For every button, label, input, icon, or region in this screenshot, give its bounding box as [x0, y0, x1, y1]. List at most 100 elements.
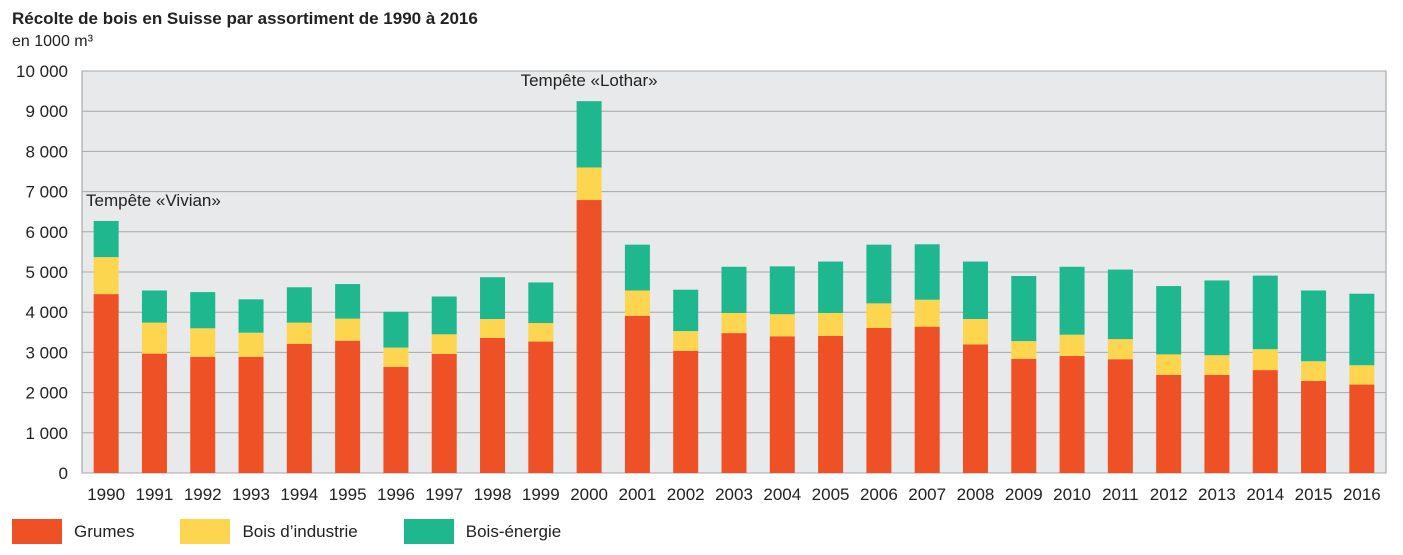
- bar-segment: [1059, 266, 1085, 335]
- x-tick-label: 2007: [908, 485, 946, 504]
- bar-segment: [769, 314, 795, 337]
- x-tick-label: 2012: [1150, 485, 1188, 504]
- annotations: Tempête «Vivian» Tempête «Lothar»: [86, 71, 658, 210]
- x-tick-label: 1991: [136, 485, 174, 504]
- bar-segment: [480, 277, 506, 320]
- bar-segment: [721, 266, 747, 314]
- x-tick-label: 2013: [1198, 485, 1236, 504]
- bar-segment: [866, 244, 892, 304]
- bar-segment: [818, 261, 844, 314]
- bar-segment: [1204, 280, 1230, 356]
- legend-item-bois-industrie: Bois d’industrie: [180, 519, 358, 544]
- x-tick-label: 2004: [763, 485, 801, 504]
- bar-segment: [1059, 334, 1085, 357]
- bar-segment: [962, 319, 988, 345]
- y-tick-label: 7 000: [25, 183, 68, 202]
- x-tick-label: 2000: [570, 485, 608, 504]
- x-tick-label: 1995: [329, 485, 367, 504]
- bar-segment: [576, 200, 602, 474]
- bar-segment: [914, 326, 940, 473]
- bar-segment: [1107, 339, 1133, 360]
- bar-segment: [141, 353, 167, 473]
- bar-segment: [721, 333, 747, 473]
- y-tick-label: 0: [59, 464, 68, 483]
- bar-segment: [1301, 380, 1327, 473]
- bar-segment: [335, 284, 361, 319]
- y-tick-label: 1 000: [25, 424, 68, 443]
- x-tick-label: 1990: [87, 485, 125, 504]
- y-tick-label: 9 000: [25, 102, 68, 121]
- x-tick-label: 1999: [522, 485, 560, 504]
- bar-segment: [1204, 374, 1230, 473]
- bar-segment: [1252, 349, 1278, 371]
- bar-segment: [431, 334, 457, 355]
- bar-segment: [93, 220, 119, 258]
- x-axis: 1990 1991 1992 1993 1994 1995 1996 1997 1998 1999…: [87, 485, 1381, 504]
- bar-segment: [866, 303, 892, 328]
- bar-chart: 0 1 000 2 000 3 000 4 000 5 000 6 000 7 000 8 00…: [16, 62, 1387, 504]
- bar-segment: [673, 350, 699, 473]
- bar-segment: [431, 296, 457, 335]
- bar-segment: [335, 318, 361, 341]
- bar-segment: [141, 290, 167, 323]
- y-tick-label: 5 000: [25, 263, 68, 282]
- bar-segment: [383, 347, 409, 367]
- bar-segment: [383, 311, 409, 348]
- bar-segment: [1301, 290, 1327, 362]
- bar-segment: [1156, 286, 1182, 355]
- bar-segment: [1349, 365, 1375, 385]
- bar-segment: [576, 101, 602, 168]
- y-tick-label: 4 000: [25, 303, 68, 322]
- x-tick-label: 1996: [377, 485, 415, 504]
- chart-unit: en 1000 m³: [12, 33, 93, 50]
- bar-segment: [190, 292, 216, 329]
- y-tick-label: 2 000: [25, 384, 68, 403]
- x-tick-label: 1993: [232, 485, 270, 504]
- bar-segment: [286, 343, 312, 473]
- legend-label: Bois-énergie: [465, 521, 562, 541]
- legend-swatch: [403, 519, 454, 544]
- bar-segment: [914, 244, 940, 300]
- x-tick-label: 1997: [425, 485, 463, 504]
- x-tick-label: 2005: [812, 485, 850, 504]
- annotation-label: Tempête «Vivian»: [86, 191, 221, 210]
- bar-segment: [1156, 354, 1182, 375]
- x-tick-label: 2006: [860, 485, 898, 504]
- bar-segment: [624, 244, 650, 291]
- legend-label: Bois d’industrie: [242, 521, 358, 541]
- x-tick-label: 2003: [715, 485, 753, 504]
- legend-label: Grumes: [74, 521, 135, 541]
- bar-segment: [1011, 358, 1037, 473]
- bar-segment: [480, 319, 506, 338]
- bar-segment: [383, 366, 409, 473]
- bar-segment: [1156, 374, 1182, 473]
- y-tick-label: 10 000: [16, 62, 68, 81]
- x-tick-label: 1998: [474, 485, 512, 504]
- x-tick-label: 1994: [280, 485, 318, 504]
- bar-segment: [1252, 370, 1278, 473]
- bar-segment: [93, 294, 119, 473]
- bar-segment: [673, 289, 699, 332]
- y-tick-label: 8 000: [25, 142, 68, 161]
- legend-swatch: [12, 519, 62, 544]
- bar-segment: [866, 327, 892, 473]
- x-tick-label: 2008: [957, 485, 995, 504]
- bar-segment: [1059, 356, 1085, 473]
- bar-segment: [818, 335, 844, 473]
- bar-segment: [190, 356, 216, 473]
- bar-segment: [238, 299, 264, 333]
- annotation-label: Tempête «Lothar»: [521, 71, 658, 90]
- bars: [93, 101, 1375, 474]
- bar-segment: [962, 261, 988, 320]
- bar-segment: [673, 331, 699, 351]
- bar-segment: [914, 299, 940, 327]
- x-tick-label: 1992: [184, 485, 222, 504]
- bar-segment: [286, 322, 312, 344]
- y-axis: 0 1 000 2 000 3 000 4 000 5 000 6 000 7 000 8 00…: [16, 62, 68, 483]
- bar-segment: [769, 336, 795, 473]
- bar-segment: [528, 323, 554, 342]
- bar-segment: [624, 290, 650, 316]
- bar-segment: [528, 341, 554, 473]
- x-tick-label: 2010: [1053, 485, 1091, 504]
- bar-segment: [818, 313, 844, 336]
